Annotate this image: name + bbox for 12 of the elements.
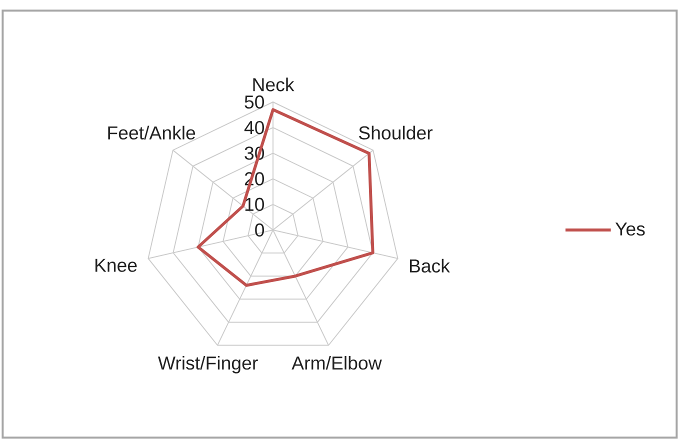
spoke-label: Arm/Elbow — [292, 356, 382, 370]
spoke-label: Feet/Ankle — [108, 126, 196, 140]
spoke-label: Shoulder — [359, 126, 433, 140]
y-tick-label: 50 — [244, 95, 264, 109]
spoke-label: Neck — [253, 78, 294, 92]
y-tick-label: 40 — [244, 120, 264, 134]
spoke-label: Knee — [95, 258, 137, 272]
spoke-label: Back — [410, 258, 450, 273]
y-tick-label: 0 — [255, 223, 264, 237]
y-tick-label: 10 — [245, 198, 264, 212]
spoke-label: Wrist/Finger — [158, 356, 258, 374]
legend-label: Yes — [615, 222, 645, 236]
